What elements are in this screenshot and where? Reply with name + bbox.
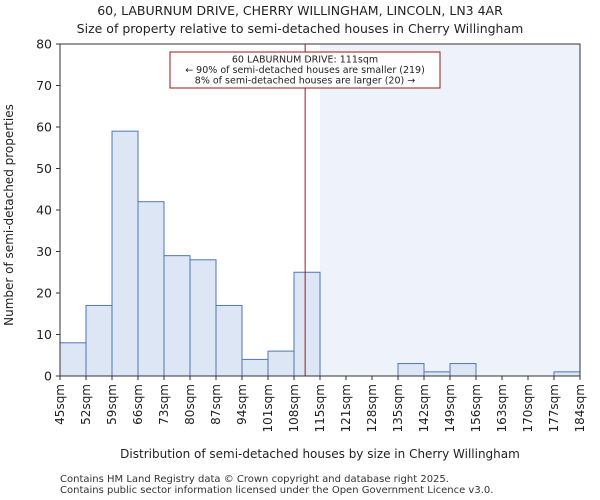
histogram-bar	[267, 350, 295, 377]
histogram-bar	[163, 255, 191, 377]
x-tick-label: 101sqm	[261, 384, 275, 432]
y-tick-label: 20	[36, 286, 52, 301]
histogram-bar	[189, 259, 217, 377]
x-tick-label: 128sqm	[365, 384, 379, 432]
x-tick-label: 115sqm	[313, 384, 327, 432]
y-tick-label: 10	[36, 327, 52, 342]
x-tick-label: 149sqm	[443, 384, 457, 432]
x-tick-label: 94sqm	[235, 384, 249, 425]
x-axis-label: Distribution of semi-detached houses by …	[120, 447, 520, 461]
y-tick-label: 50	[36, 161, 52, 176]
x-tick-label: 73sqm	[157, 384, 171, 425]
x-tick-label: 80sqm	[183, 384, 197, 425]
histogram-bar	[553, 371, 581, 377]
x-tick-label: 52sqm	[79, 384, 93, 425]
y-axis-label: Number of semi-detached properties	[2, 104, 16, 326]
x-tick-label: 66sqm	[131, 384, 145, 425]
x-tick-label: 184sqm	[573, 384, 587, 432]
x-tick-label: 170sqm	[521, 384, 535, 432]
histogram-bar	[137, 201, 165, 377]
annotation-line: ← 90% of semi-detached houses are smalle…	[185, 65, 425, 76]
x-tick-label: 156sqm	[469, 384, 483, 432]
larger-properties-shade	[320, 44, 580, 376]
footer-copyright: Contains HM Land Registry data © Crown c…	[60, 474, 449, 485]
histogram-bar	[111, 130, 139, 377]
x-tick-label: 87sqm	[209, 384, 223, 425]
x-tick-label: 163sqm	[495, 384, 509, 432]
histogram-bar	[397, 363, 425, 377]
annotation-line: 60 LABURNUM DRIVE: 111sqm	[232, 55, 378, 66]
histogram-bar	[449, 363, 477, 377]
x-tick-label: 59sqm	[105, 384, 119, 425]
y-tick-label: 70	[36, 78, 52, 93]
x-tick-label: 45sqm	[53, 384, 67, 425]
annotation-line: 8% of semi-detached houses are larger (2…	[195, 76, 415, 87]
y-tick-label: 0	[44, 369, 52, 384]
x-tick-label: 108sqm	[287, 384, 301, 432]
chart-subtitle: Size of property relative to semi-detach…	[76, 21, 524, 36]
x-tick-label: 142sqm	[417, 384, 431, 432]
histogram-bar	[423, 371, 451, 377]
x-tick-label: 135sqm	[391, 384, 405, 432]
histogram-bar	[293, 271, 321, 377]
x-tick-label: 121sqm	[339, 384, 353, 432]
y-tick-label: 60	[36, 120, 52, 135]
histogram-bar	[215, 304, 243, 377]
annotation-box	[169, 51, 441, 89]
y-tick-label: 40	[36, 203, 52, 218]
y-tick-label: 30	[36, 244, 52, 259]
chart-title: 60, LABURNUM DRIVE, CHERRY WILLINGHAM, L…	[97, 3, 503, 18]
y-tick-label: 80	[36, 37, 52, 52]
histogram-bar	[59, 342, 87, 377]
histogram-bar	[85, 304, 113, 377]
histogram-bar	[241, 358, 269, 377]
x-tick-label: 177sqm	[547, 384, 561, 432]
footer-licence: Contains public sector information licen…	[60, 485, 494, 496]
